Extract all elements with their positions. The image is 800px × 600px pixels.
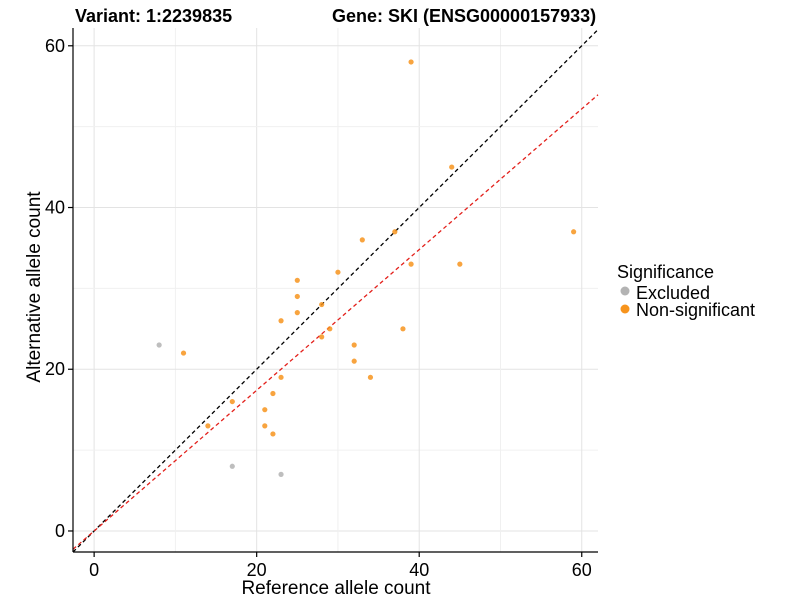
point-non-significant xyxy=(351,358,357,364)
point-non-significant xyxy=(335,269,341,275)
chart-title-gene: Gene: SKI (ENSG00000157933) xyxy=(332,6,596,26)
point-non-significant xyxy=(400,326,406,332)
point-non-significant xyxy=(205,423,211,429)
point-non-significant xyxy=(408,59,414,65)
axes xyxy=(68,28,598,557)
point-non-significant xyxy=(270,431,276,437)
x-tick-label: 20 xyxy=(247,560,267,580)
y-tick-label: 60 xyxy=(45,36,65,56)
point-non-significant xyxy=(294,293,300,300)
legend-marker-non-significant xyxy=(620,304,630,314)
point-non-significant xyxy=(571,229,577,235)
point-non-significant xyxy=(278,318,284,324)
point-non-significant xyxy=(449,164,455,170)
point-non-significant xyxy=(294,277,300,283)
point-non-significant xyxy=(392,229,398,235)
point-excluded xyxy=(156,342,162,348)
point-non-significant xyxy=(319,301,325,308)
point-non-significant xyxy=(270,390,276,397)
point-non-significant xyxy=(294,310,300,316)
gridlines xyxy=(73,28,598,552)
fit-line xyxy=(72,94,599,550)
point-non-significant xyxy=(408,261,414,267)
x-tick-label: 40 xyxy=(409,560,429,580)
point-non-significant xyxy=(229,398,235,405)
reference-lines xyxy=(72,29,599,553)
legend-label-excluded: Excluded xyxy=(636,283,710,303)
legend-label-non-significant: Non-significant xyxy=(636,300,755,320)
point-non-significant xyxy=(367,374,374,380)
point-non-significant xyxy=(262,407,268,413)
point-excluded xyxy=(229,463,235,469)
point-non-significant xyxy=(327,326,333,332)
legend: Significance Excluded Non-significant xyxy=(617,262,755,320)
data-points xyxy=(156,59,577,477)
point-non-significant xyxy=(351,342,357,348)
point-non-significant xyxy=(359,237,365,243)
y-axis-title: Alternative allele count xyxy=(24,191,45,383)
point-non-significant xyxy=(319,334,325,340)
x-tick-label: 60 xyxy=(572,560,592,580)
tick-labels: 0 20 40 60 0 20 40 60 xyxy=(45,36,592,580)
y-tick-label: 40 xyxy=(45,198,65,218)
legend-title: Significance xyxy=(617,262,714,282)
chart-title-variant: Variant: 1:2239835 xyxy=(75,6,232,26)
point-non-significant xyxy=(278,374,284,380)
y-tick-label: 20 xyxy=(45,359,65,379)
identity-line xyxy=(72,29,599,553)
point-non-significant xyxy=(457,261,463,267)
point-non-significant xyxy=(262,423,268,429)
point-non-significant xyxy=(180,350,187,356)
legend-marker-excluded xyxy=(620,286,630,296)
x-tick-label: 0 xyxy=(89,560,99,580)
point-excluded xyxy=(278,471,284,477)
x-axis-title: Reference allele count xyxy=(241,578,431,599)
y-tick-label: 0 xyxy=(55,521,65,541)
